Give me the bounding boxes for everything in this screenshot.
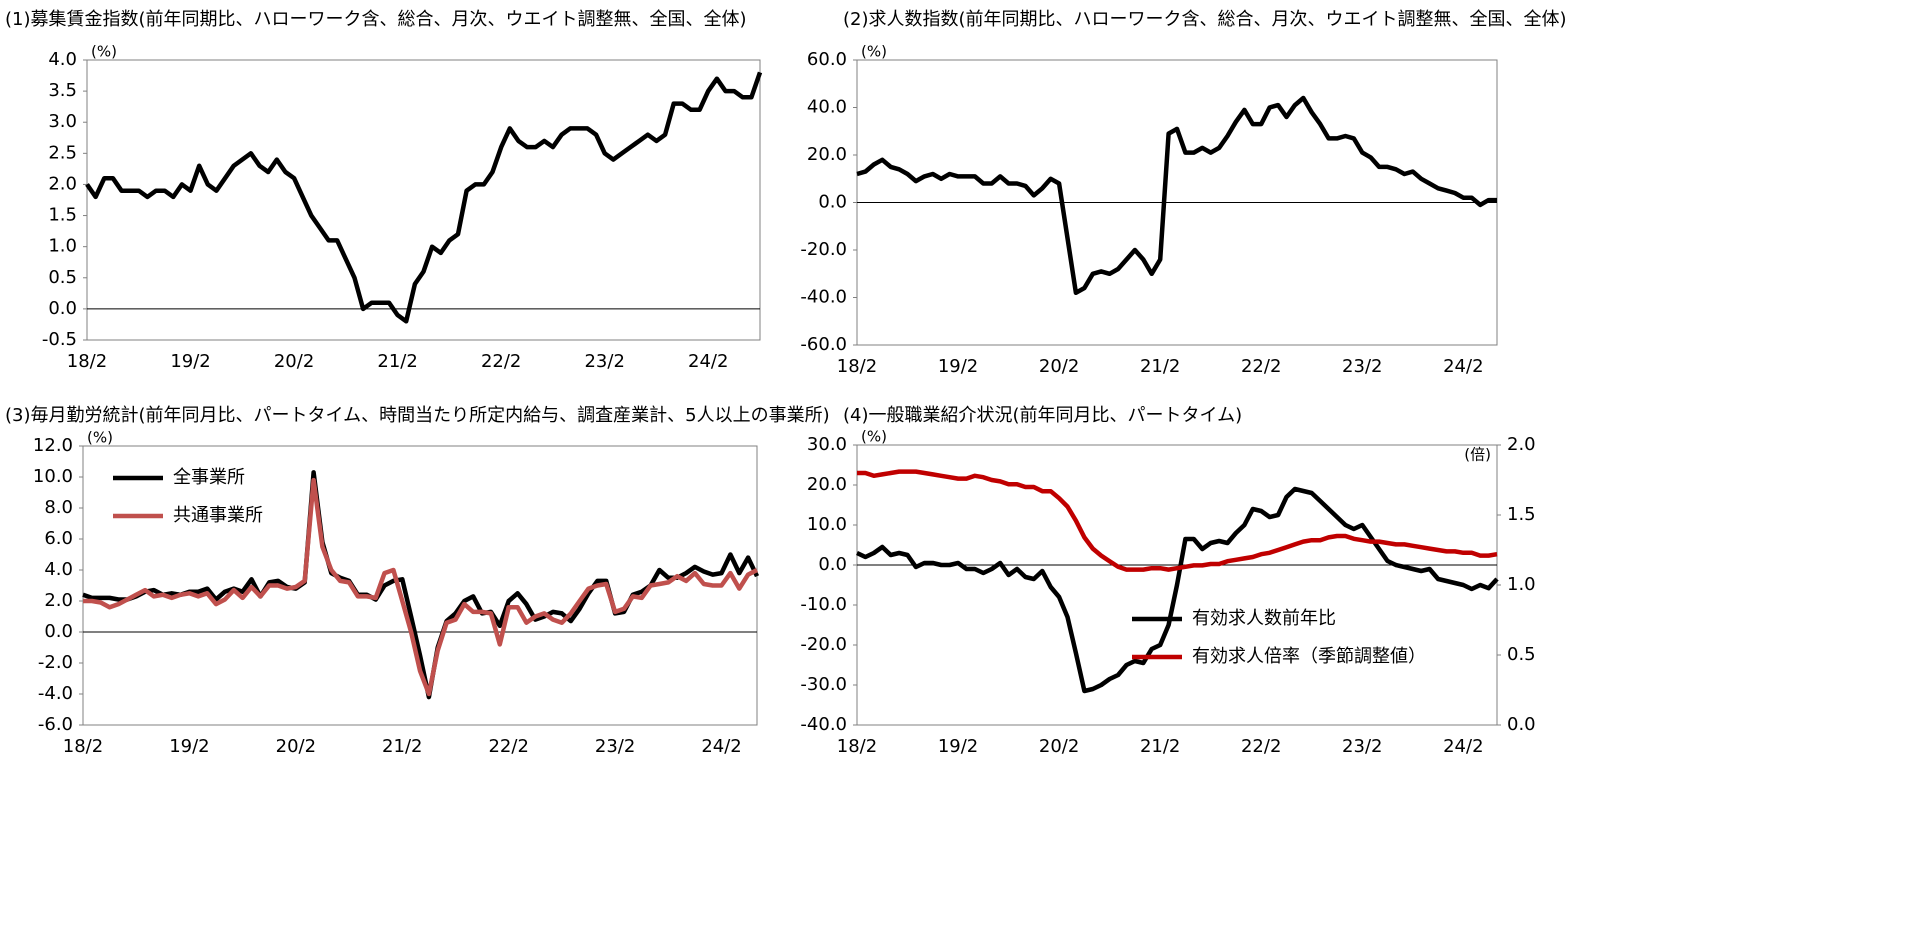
x-tick-label: 21/2 xyxy=(1140,356,1180,377)
legend-label: 有効求人倍率（季節調整値） xyxy=(1192,646,1426,667)
chart-title: (2)求人数指数(前年同期比、ハローワーク含、総合、月次、ウエイト調整無、全国、… xyxy=(843,9,1567,30)
y-tick-label: 20.0 xyxy=(807,144,847,165)
x-tick-label: 22/2 xyxy=(488,736,528,757)
chart-panel: (1)募集賃金指数(前年同期比、ハローワーク含、総合、月次、ウエイト調整無、全国… xyxy=(5,9,763,372)
x-tick-label: 24/2 xyxy=(1443,356,1483,377)
y-tick-label: -6.0 xyxy=(38,714,73,735)
x-tick-label: 23/2 xyxy=(1342,356,1382,377)
y-tick-label: 2.0 xyxy=(48,173,77,194)
chart-panel: (4)一般職業紹介状況(前年同月比、パートタイム) (%) (倍) -40.0 -30.… xyxy=(800,405,1535,757)
chart-title: (3)毎月勤労統計(前年同月比、パートタイム、時間当たり所定内給与、調査産業計、… xyxy=(5,405,830,426)
y-tick-label: 12.0 xyxy=(33,435,73,456)
y-tick-label: 10.0 xyxy=(807,514,847,535)
series-line xyxy=(856,95,1497,296)
y-tick-label: 20.0 xyxy=(807,474,847,495)
x-tick-label: 18/2 xyxy=(63,736,103,757)
series-line xyxy=(857,469,1498,572)
y-tick-label: -4.0 xyxy=(38,683,73,704)
x-tick-label: 20/2 xyxy=(274,351,314,372)
x-tick-label: 20/2 xyxy=(276,736,316,757)
y2-unit: (倍) xyxy=(1464,446,1491,464)
legend-label: 全事業所 xyxy=(173,467,245,488)
series-line xyxy=(82,470,760,700)
y-tick-label: 10.0 xyxy=(33,466,73,487)
x-tick-label: 23/2 xyxy=(584,351,624,372)
y-tick-label: -40.0 xyxy=(800,714,847,735)
y-tick-label: 60.0 xyxy=(807,49,847,70)
y2-tick-label: 1.5 xyxy=(1507,504,1536,525)
x-tick-label: 21/2 xyxy=(382,736,422,757)
x-tick-label: 23/2 xyxy=(1342,736,1382,757)
plot-frame xyxy=(82,445,758,726)
y-tick-label: 0.0 xyxy=(818,192,847,213)
x-tick-label: 24/2 xyxy=(688,351,728,372)
x-tick-label: 18/2 xyxy=(837,736,877,757)
y-tick-label: 8.0 xyxy=(44,497,73,518)
y2-tick-label: 2.0 xyxy=(1507,434,1536,455)
y-tick-label: -0.5 xyxy=(42,329,77,350)
y-tick-label: -40.0 xyxy=(800,287,847,308)
y-unit: (%) xyxy=(861,43,887,61)
y-tick-label: 0.0 xyxy=(818,554,847,575)
y-tick-label: 6.0 xyxy=(44,528,73,549)
y-tick-label: 1.0 xyxy=(48,236,77,257)
y-tick-label: 2.0 xyxy=(44,590,73,611)
series-line xyxy=(85,71,763,324)
y-tick-label: -10.0 xyxy=(800,594,847,615)
y-tick-label: 40.0 xyxy=(807,97,847,118)
chart-title: (1)募集賃金指数(前年同期比、ハローワーク含、総合、月次、ウエイト調整無、全国… xyxy=(5,9,747,30)
legend-label: 共通事業所 xyxy=(173,505,263,526)
y-tick-label: -2.0 xyxy=(38,652,73,673)
chart-title: (4)一般職業紹介状況(前年同月比、パートタイム) xyxy=(843,405,1242,426)
y2-tick-label: 0.5 xyxy=(1507,644,1536,665)
x-tick-label: 19/2 xyxy=(938,736,978,757)
y-tick-label: 0.0 xyxy=(44,621,73,642)
x-tick-label: 23/2 xyxy=(595,736,635,757)
x-tick-label: 19/2 xyxy=(938,356,978,377)
x-tick-label: 19/2 xyxy=(169,736,209,757)
x-tick-label: 18/2 xyxy=(67,351,107,372)
x-tick-label: 22/2 xyxy=(481,351,521,372)
x-tick-label: 22/2 xyxy=(1241,736,1281,757)
y-tick-label: 3.0 xyxy=(48,111,77,132)
series-line xyxy=(83,477,759,697)
legend-label: 有効求人数前年比 xyxy=(1192,608,1336,629)
x-tick-label: 21/2 xyxy=(1140,736,1180,757)
y2-tick-label: 1.0 xyxy=(1507,574,1536,595)
y2-tick-label: 0.0 xyxy=(1507,714,1536,735)
y-unit: (%) xyxy=(91,43,117,61)
y-tick-label: -20.0 xyxy=(800,239,847,260)
plot-frame xyxy=(86,59,761,341)
series-line xyxy=(856,486,1499,694)
chart-panel: (2)求人数指数(前年同期比、ハローワーク含、総合、月次、ウエイト調整無、全国、… xyxy=(800,9,1566,377)
y-tick-label: 2.5 xyxy=(48,142,77,163)
y-tick-label: -30.0 xyxy=(800,674,847,695)
x-tick-label: 24/2 xyxy=(1443,736,1483,757)
chart-panel: (3)毎月勤労統計(前年同月比、パートタイム、時間当たり所定内給与、調査産業計、… xyxy=(5,405,830,757)
x-tick-label: 24/2 xyxy=(701,736,741,757)
y-tick-label: 4.0 xyxy=(48,49,77,70)
y-tick-label: 3.5 xyxy=(48,80,77,101)
y-tick-label: 4.0 xyxy=(44,559,73,580)
x-tick-label: 18/2 xyxy=(837,356,877,377)
x-tick-label: 22/2 xyxy=(1241,356,1281,377)
x-tick-label: 20/2 xyxy=(1039,356,1079,377)
y-tick-label: 0.0 xyxy=(48,298,77,319)
x-tick-label: 19/2 xyxy=(170,351,210,372)
y-tick-label: -20.0 xyxy=(800,634,847,655)
x-tick-label: 20/2 xyxy=(1039,736,1079,757)
y-tick-label: 30.0 xyxy=(807,434,847,455)
y-tick-label: 1.5 xyxy=(48,205,77,226)
x-tick-label: 21/2 xyxy=(377,351,417,372)
y-unit: (%) xyxy=(861,428,887,446)
y-tick-label: 0.5 xyxy=(48,267,77,288)
y-unit: (%) xyxy=(87,429,113,447)
y-tick-label: -60.0 xyxy=(800,334,847,355)
